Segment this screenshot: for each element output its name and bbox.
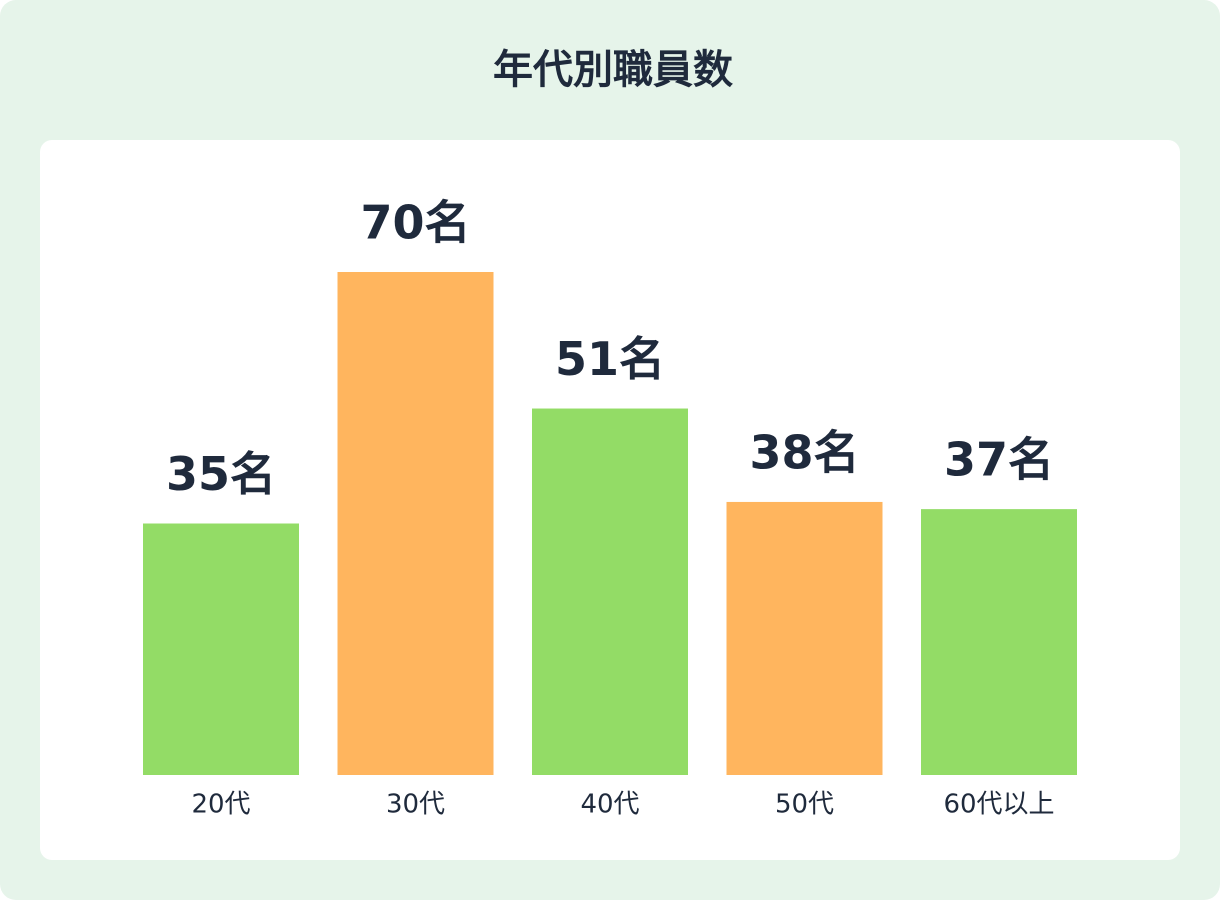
x-tick-label: 40代	[580, 790, 639, 820]
value-label: 37名	[944, 433, 1054, 487]
value-label: 70名	[360, 196, 470, 250]
value-label: 35名	[166, 447, 276, 501]
bar	[337, 272, 494, 775]
bar	[921, 509, 1077, 775]
value-label: 38名	[749, 425, 859, 479]
value-label: 51名	[555, 332, 665, 386]
chart-title: 年代別職員数	[493, 47, 733, 93]
bar	[726, 501, 883, 775]
x-tick-label: 50代	[775, 790, 834, 820]
bar	[143, 523, 299, 775]
bar	[532, 408, 688, 775]
x-tick-label: 30代	[386, 790, 445, 820]
x-tick-label: 20代	[191, 790, 250, 820]
x-tick-label: 60代以上	[943, 790, 1054, 820]
